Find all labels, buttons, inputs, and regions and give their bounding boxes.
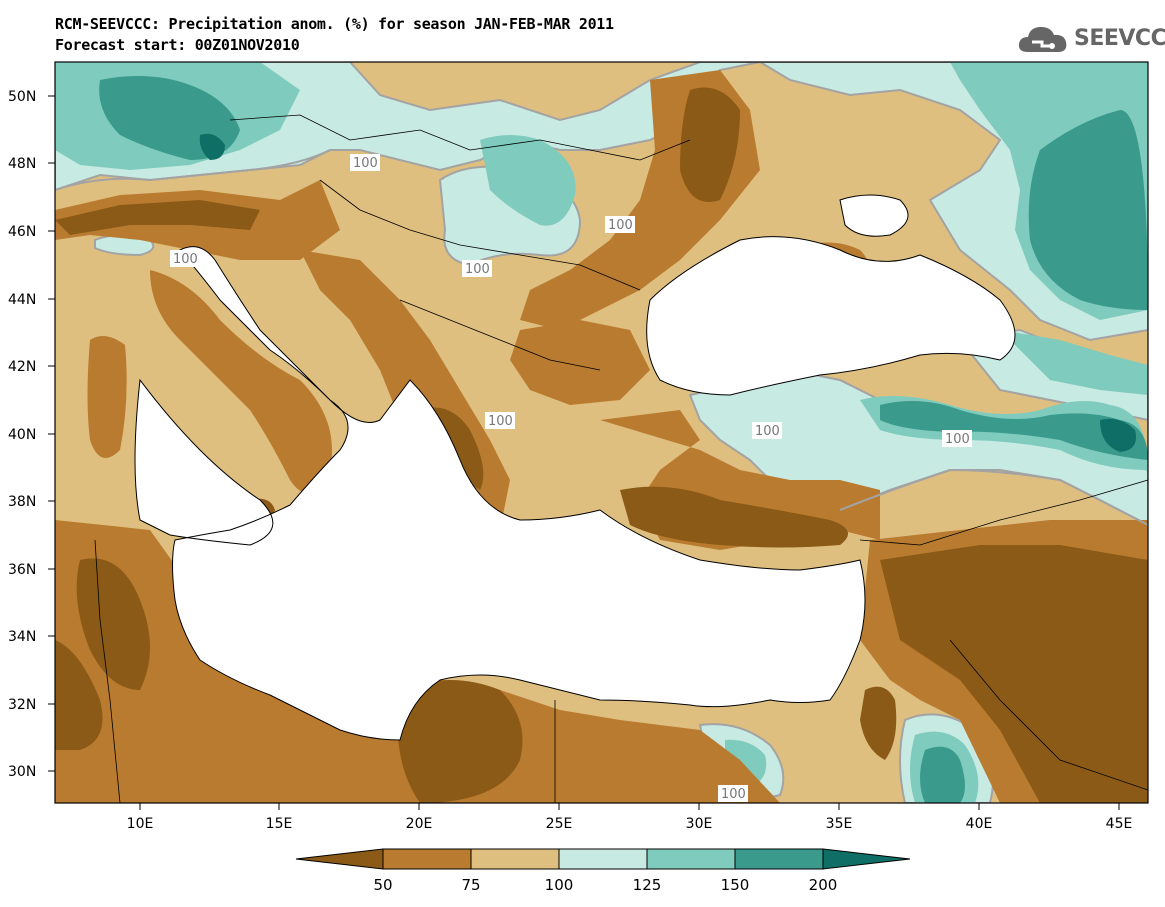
colorbar-100-125 <box>558 848 648 870</box>
lat-label-48n: 48N <box>8 156 36 172</box>
area-lt50-algeria <box>55 640 103 750</box>
area-lt50-libya <box>397 680 523 803</box>
lat-label-42n: 42N <box>8 359 36 375</box>
lon-label-45e: 45E <box>1106 816 1133 832</box>
border-lines-1 <box>229 114 691 161</box>
cloud-icon <box>1018 27 1067 52</box>
area-lt50-romania <box>680 87 740 202</box>
lon-label-25e: 25E <box>546 816 573 832</box>
contour-label-8: 100 <box>488 414 513 429</box>
colorbar-lt50 <box>295 848 384 870</box>
cbar-label-125: 125 <box>633 876 662 894</box>
contour-label-3: 100 <box>173 252 198 267</box>
lon-label-35e: 35E <box>826 816 853 832</box>
colorbar-150-200 <box>734 848 824 870</box>
area-50-75-corsica <box>87 336 127 458</box>
lat-label-40n: 40N <box>8 427 36 443</box>
map-field: 100 100 100 100 100 100 100 100 <box>55 62 1148 803</box>
logo-text: SEEVCCC <box>1074 26 1165 51</box>
border-lines-7 <box>949 639 1148 791</box>
contour-label-5: 100 <box>755 424 780 439</box>
forecast-start: Forecast start: 00Z01NOV2010 <box>55 36 300 54</box>
cbar-label-150: 150 <box>721 876 750 894</box>
lat-label-38n: 38N <box>8 494 36 510</box>
area-150-200-russia <box>1028 110 1148 310</box>
area-125-150-slovakia <box>480 135 576 226</box>
cbar-label-75: 75 <box>461 876 480 894</box>
lat-label-44n: 44N <box>8 292 36 308</box>
area-50-75-africa <box>55 520 780 803</box>
border-lines-5 <box>94 539 121 803</box>
contour-label-6: 100 <box>945 432 970 447</box>
colorbar-125-150 <box>646 848 736 870</box>
lon-label-10e: 10E <box>127 816 154 832</box>
sea-azov <box>839 194 909 237</box>
lon-label-40e: 40E <box>966 816 993 832</box>
latitude-labels: 50N 48N 46N 44N 42N 40N 38N 36N 34N 32N … <box>8 89 36 780</box>
seevccc-logo: SEEVCCC <box>1018 22 1165 56</box>
area-150-200-arabia <box>920 746 965 803</box>
lat-label-32n: 32N <box>8 697 36 713</box>
lon-label-15e: 15E <box>266 816 293 832</box>
area-lt50-israel <box>860 686 897 760</box>
longitude-axis <box>139 803 1120 810</box>
colorbar-75-100 <box>470 848 560 870</box>
cbar-label-200: 200 <box>809 876 838 894</box>
sea-mediterranean <box>134 246 866 741</box>
colorbar <box>295 848 911 870</box>
area-lt50-anatolia <box>620 486 848 548</box>
map-frame <box>54 61 1149 804</box>
lat-label-50n: 50N <box>8 89 36 105</box>
area-50-75-italy <box>150 270 332 493</box>
lat-label-46n: 46N <box>8 224 36 240</box>
area-150-200-turkey <box>880 401 1148 460</box>
contour-labels: 100 100 100 100 100 100 100 100 <box>170 154 972 802</box>
lat-label-34n: 34N <box>8 629 36 645</box>
contour-label-1: 100 <box>353 156 378 171</box>
contour-100-alps <box>55 149 331 191</box>
sea-black-sea <box>646 236 1016 396</box>
area-gt200-poland <box>199 133 225 160</box>
contour-label-2: 100 <box>608 218 633 233</box>
area-50-75-bulgaria <box>510 320 650 405</box>
cbar-label-100: 100 <box>545 876 574 894</box>
longitude-labels: 10E 15E 20E 25E 30E 35E 40E 45E <box>127 816 1133 832</box>
lat-label-30n: 30N <box>8 764 36 780</box>
lat-label-36n: 36N <box>8 562 36 578</box>
lon-label-30e: 30E <box>686 816 713 832</box>
cbar-label-50: 50 <box>373 876 392 894</box>
border-lines-3 <box>399 299 601 371</box>
colorbar-labels: 50 75 100 125 150 200 <box>373 876 837 894</box>
contour-label-7: 100 <box>721 787 746 802</box>
contour-100-turkey <box>839 468 1148 526</box>
area-gt200-georgia <box>1100 418 1136 452</box>
border-lines-2 <box>319 179 641 291</box>
colorbar-gt200 <box>822 848 911 870</box>
colorbar-50-75 <box>382 848 472 870</box>
area-lt50-tunisia <box>76 558 150 690</box>
area-lt50-alps <box>55 200 260 235</box>
border-lines-4 <box>859 479 1148 546</box>
contour-label-4: 100 <box>465 262 490 277</box>
area-125-150-caucasus <box>1000 330 1148 395</box>
area-lt50-syria <box>880 545 1148 803</box>
latitude-axis <box>48 95 55 772</box>
map-title: RCM-SEEVCCC: Precipitation anom. (%) for… <box>55 15 614 33</box>
lon-label-20e: 20E <box>406 816 433 832</box>
